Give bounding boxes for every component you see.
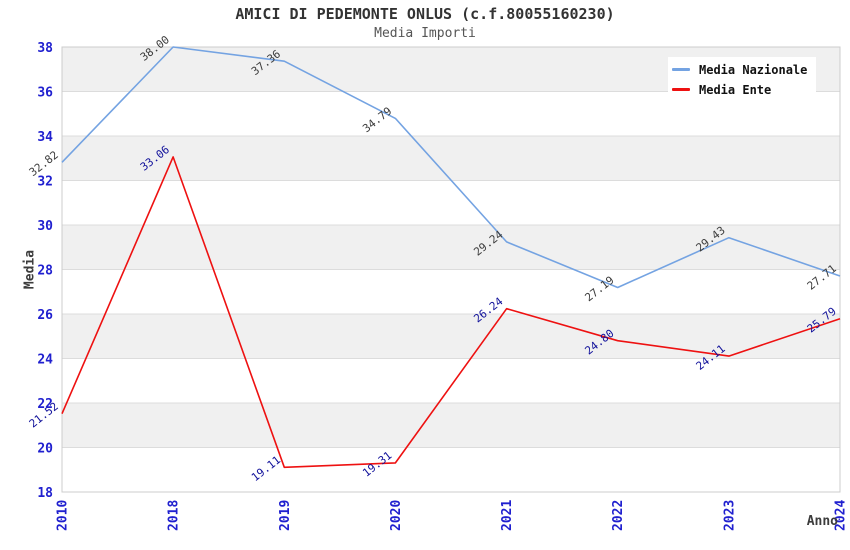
y-tick-label: 32 bbox=[37, 175, 53, 190]
x-tick-label: 2022 bbox=[611, 500, 626, 531]
chart-subtitle: Media Importi bbox=[374, 26, 476, 41]
y-tick-label: 34 bbox=[37, 130, 53, 145]
y-tick-label: 36 bbox=[37, 86, 53, 101]
legend-item-media-nazionale: Media Nazionale bbox=[672, 62, 816, 77]
y-tick-label: 18 bbox=[37, 486, 53, 501]
legend: Media Nazionale Media Ente bbox=[668, 57, 816, 102]
y-tick-label: 22 bbox=[37, 397, 53, 412]
x-tick-label: 2019 bbox=[278, 500, 293, 531]
y-axis-title: Media bbox=[22, 249, 38, 290]
y-tick-label: 20 bbox=[37, 442, 53, 457]
chart-title: AMICI DI PEDEMONTE ONLUS (c.f.8005516023… bbox=[235, 5, 615, 23]
x-axis-title: Anno bbox=[806, 514, 838, 529]
point-label: 19.11 bbox=[249, 453, 283, 484]
plot-band bbox=[62, 225, 840, 270]
plot-border bbox=[61, 46, 841, 493]
y-tick-label: 26 bbox=[37, 308, 53, 323]
point-label: 19.31 bbox=[360, 449, 394, 480]
legend-label-media-nazionale: Media Nazionale bbox=[699, 62, 808, 77]
legend-item-media-ente: Media Ente bbox=[672, 82, 816, 97]
series-line-media-nazionale bbox=[61, 46, 841, 289]
series-line-media-ente bbox=[61, 156, 841, 469]
legend-line-swatch-icon bbox=[672, 68, 690, 71]
x-tick-label: 2018 bbox=[167, 500, 182, 531]
y-tick-label: 28 bbox=[37, 264, 53, 279]
legend-line-swatch-icon bbox=[672, 88, 690, 91]
plot-band bbox=[62, 314, 840, 359]
x-tick-label: 2023 bbox=[722, 500, 737, 531]
y-tick-label: 30 bbox=[37, 219, 53, 234]
x-tick-label: 2024 bbox=[834, 500, 849, 531]
legend-label-media-ente: Media Ente bbox=[699, 82, 772, 97]
x-tick-label: 2020 bbox=[389, 500, 404, 531]
plot-band bbox=[62, 403, 840, 448]
plot-band bbox=[62, 136, 840, 181]
x-tick-label: 2021 bbox=[500, 500, 515, 531]
y-tick-label: 38 bbox=[37, 41, 53, 56]
x-tick-label: 2010 bbox=[56, 500, 71, 531]
point-label: 27.19 bbox=[582, 274, 616, 305]
y-tick-label: 24 bbox=[37, 353, 53, 368]
